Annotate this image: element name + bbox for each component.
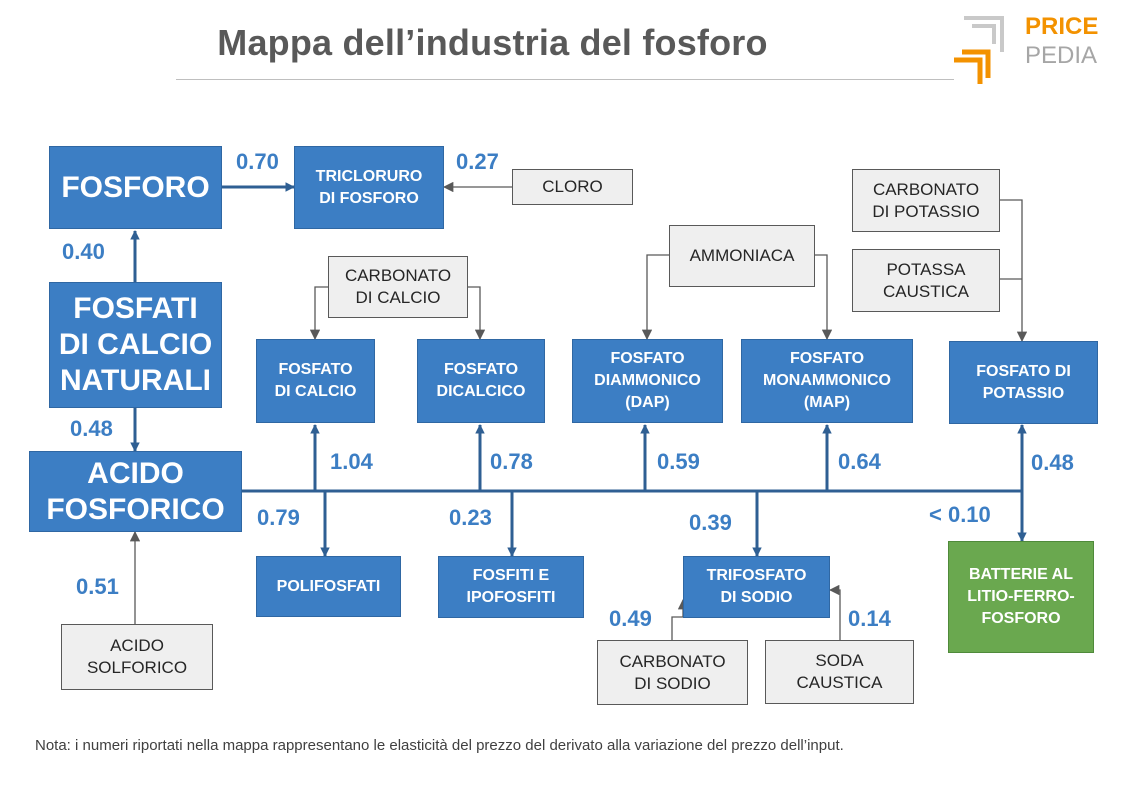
label-acido-to-polifosfati: 0.79 (257, 505, 300, 530)
pricepedia-logo-icon (954, 16, 1004, 84)
node-soda-caustica: SODA CAUSTICA (765, 640, 914, 704)
label-acido-to-fosfato-calcio: 1.04 (330, 449, 373, 474)
node-fosfato-calcio: FOSFATO DI CALCIO (256, 339, 375, 423)
node-batterie-litio-ferro-fosforo: BATTERIE AL LITIO-FERRO- FOSFORO (948, 541, 1094, 653)
label-fosfati-to-acido: 0.48 (70, 416, 113, 441)
node-fosfati-calcio-naturali: FOSFATI DI CALCIO NATURALI (49, 282, 222, 408)
label-acido-to-map: 0.64 (838, 449, 881, 474)
node-carbonato-calcio: CARBONATO DI CALCIO (328, 256, 468, 318)
title-divider (176, 79, 954, 80)
node-acido-fosforico: ACIDO FOSFORICO (29, 451, 242, 532)
footnote: Nota: i numeri riportati nella mappa rap… (35, 737, 844, 754)
logo-text-pedia: PEDIA (1025, 42, 1098, 69)
label-solforico-to-acido: 0.51 (76, 574, 119, 599)
label-acido-to-fosfiti: 0.23 (449, 505, 492, 530)
label-acido-to-batterie: < 0.10 (929, 502, 991, 527)
node-ammoniaca: AMMONIACA (669, 225, 815, 287)
node-fosfato-dicalcico: FOSFATO DICALCICO (417, 339, 545, 423)
label-acido-to-dicalcico: 0.78 (490, 449, 533, 474)
node-fosforo: FOSFORO (49, 146, 222, 229)
label-carbonato-sodio-to-trifosfato: 0.49 (609, 606, 652, 631)
label-fosforo-to-tricloruro: 0.70 (236, 149, 279, 174)
node-fosfato-potassio: FOSFATO DI POTASSIO (949, 341, 1098, 424)
label-acido-to-trifosfato: 0.39 (689, 510, 732, 535)
node-fosfiti-ipofosfiti: FOSFITI E IPOFOSFITI (438, 556, 584, 618)
node-tricloruro-fosforo: TRICLORURO DI FOSFORO (294, 146, 444, 229)
node-fosfato-diammonico: FOSFATO DIAMMONICO (DAP) (572, 339, 723, 423)
label-cloro-to-tricloruro: 0.27 (456, 149, 499, 174)
node-polifosfati: POLIFOSFATI (256, 556, 401, 617)
node-trifosfato-sodio: TRIFOSFATO DI SODIO (683, 556, 830, 618)
node-cloro: CLORO (512, 169, 633, 205)
label-acido-to-fosfato-potassio: 0.48 (1031, 450, 1074, 475)
page-title: Mappa dell’industria del fosforo (217, 22, 768, 63)
label-acido-to-dap: 0.59 (657, 449, 700, 474)
node-carbonato-potassio: CARBONATO DI POTASSIO (852, 169, 1000, 232)
node-fosfato-monammonico: FOSFATO MONAMMONICO (MAP) (741, 339, 913, 423)
node-potassa-caustica: POTASSA CAUSTICA (852, 249, 1000, 312)
label-fosfati-to-fosforo: 0.40 (62, 239, 105, 264)
node-acido-solforico: ACIDO SOLFORICO (61, 624, 213, 690)
label-soda-to-trifosfato: 0.14 (848, 606, 891, 631)
logo-text-price: PRICE (1025, 13, 1099, 40)
node-carbonato-sodio: CARBONATO DI SODIO (597, 640, 748, 705)
